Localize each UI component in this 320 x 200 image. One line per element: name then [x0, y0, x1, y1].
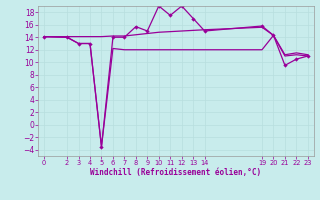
X-axis label: Windchill (Refroidissement éolien,°C): Windchill (Refroidissement éolien,°C) [91, 168, 261, 177]
